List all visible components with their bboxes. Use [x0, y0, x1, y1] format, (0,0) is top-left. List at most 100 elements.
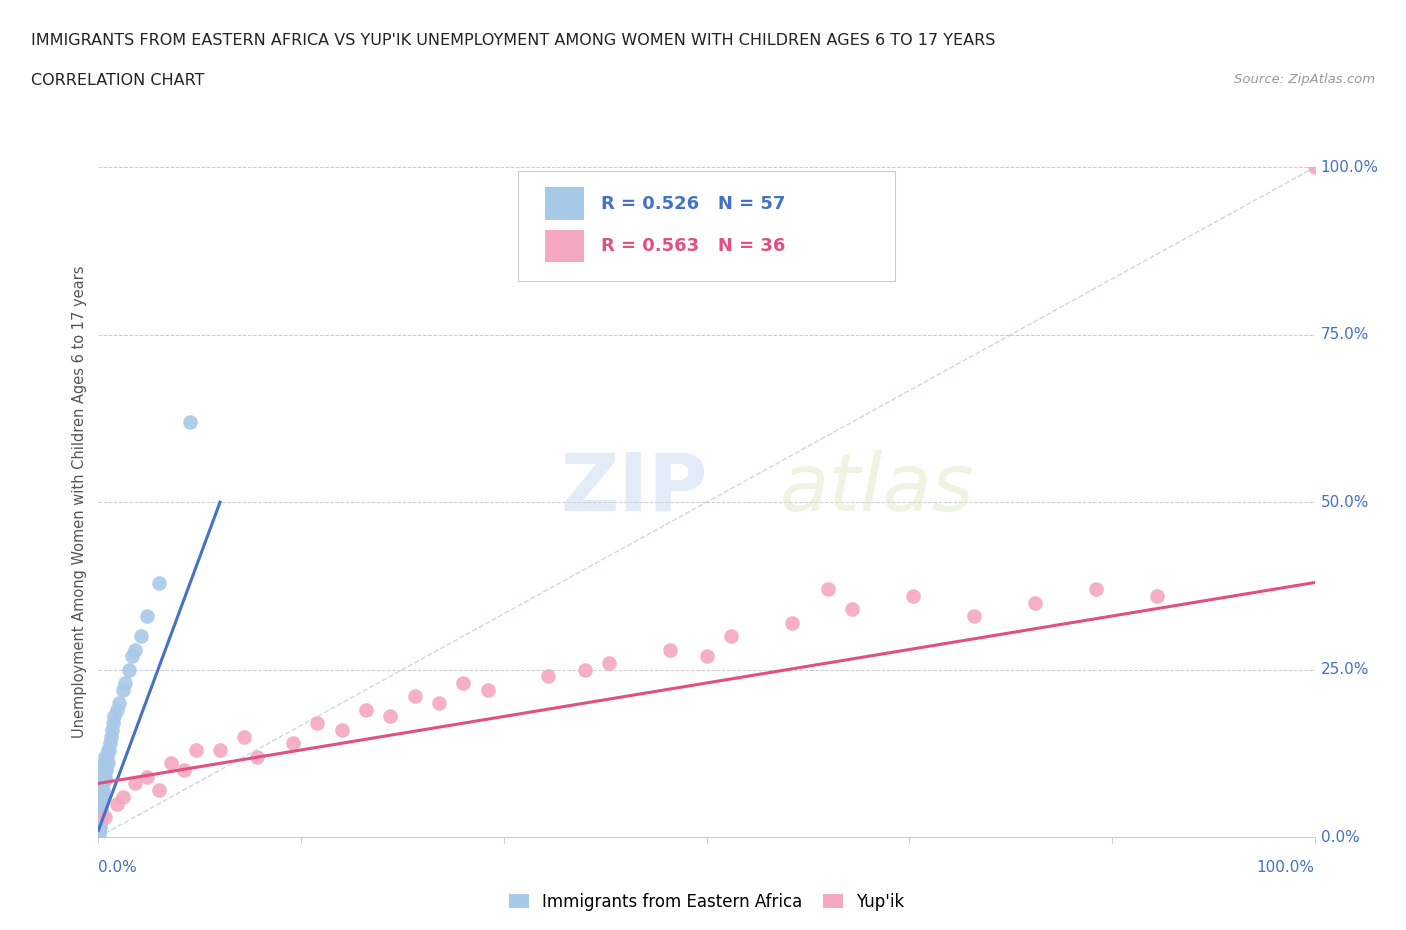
Point: [121, 649, 143, 664]
Point: [98, 736, 121, 751]
Point: [87, 826, 110, 841]
Point: [184, 742, 207, 757]
Point: [111, 683, 134, 698]
Point: [94, 773, 117, 788]
Point: [97, 742, 120, 757]
Point: [380, 709, 402, 724]
Point: [97, 742, 120, 757]
Point: [96, 763, 118, 777]
Text: CORRELATION CHART: CORRELATION CHART: [31, 73, 204, 87]
Point: [103, 709, 125, 724]
FancyBboxPatch shape: [517, 171, 896, 281]
Y-axis label: Unemployment Among Women with Children Ages 6 to 17 years: Unemployment Among Women with Children A…: [72, 266, 87, 738]
Point: [90, 790, 112, 804]
Point: [90, 800, 112, 815]
Point: [354, 702, 377, 717]
Point: [91, 776, 114, 790]
Point: [307, 716, 329, 731]
Point: [160, 756, 183, 771]
Point: [136, 608, 159, 623]
Point: [245, 750, 267, 764]
Point: [173, 763, 195, 777]
Point: [124, 642, 146, 657]
Point: [89, 803, 111, 817]
Point: [91, 783, 114, 798]
Text: 0.0%: 0.0%: [98, 860, 138, 875]
Point: [101, 723, 124, 737]
Point: [93, 763, 115, 777]
Point: [89, 817, 111, 831]
Text: IMMIGRANTS FROM EASTERN AFRICA VS YUP'IK UNEMPLOYMENT AMONG WOMEN WITH CHILDREN : IMMIGRANTS FROM EASTERN AFRICA VS YUP'IK…: [31, 33, 995, 47]
Point: [330, 723, 353, 737]
Point: [90, 783, 112, 798]
Point: [108, 696, 131, 711]
Point: [720, 629, 742, 644]
Point: [90, 796, 112, 811]
Point: [148, 783, 170, 798]
Point: [659, 642, 682, 657]
Point: [91, 776, 114, 790]
Point: [90, 796, 112, 811]
Text: R = 0.563   N = 36: R = 0.563 N = 36: [600, 237, 785, 256]
Point: [100, 729, 122, 744]
Point: [91, 790, 114, 804]
Point: [477, 683, 499, 698]
Point: [427, 696, 450, 711]
Text: 0.0%: 0.0%: [1320, 830, 1360, 844]
Point: [96, 756, 118, 771]
Legend: Immigrants from Eastern Africa, Yup'ik: Immigrants from Eastern Africa, Yup'ik: [501, 884, 912, 919]
Text: atlas: atlas: [779, 450, 974, 528]
Point: [101, 716, 124, 731]
Point: [179, 415, 201, 430]
Point: [903, 589, 925, 604]
Point: [1084, 582, 1107, 597]
Point: [89, 817, 111, 831]
Point: [89, 813, 111, 828]
Point: [281, 736, 304, 751]
Text: Source: ZipAtlas.com: Source: ZipAtlas.com: [1234, 73, 1375, 86]
Point: [136, 769, 159, 784]
Point: [1303, 160, 1326, 175]
Point: [148, 575, 170, 590]
Point: [963, 608, 986, 623]
Point: [1024, 595, 1046, 610]
Point: [841, 602, 863, 617]
Point: [537, 669, 560, 684]
Text: 100.0%: 100.0%: [1257, 860, 1315, 875]
Point: [89, 819, 111, 834]
Point: [90, 803, 112, 817]
Point: [453, 675, 475, 690]
FancyBboxPatch shape: [544, 188, 583, 219]
Point: [93, 750, 115, 764]
Point: [93, 763, 115, 777]
Point: [209, 742, 232, 757]
Point: [233, 729, 256, 744]
Point: [780, 616, 803, 631]
Point: [124, 776, 146, 790]
Text: 100.0%: 100.0%: [1320, 160, 1379, 175]
Point: [817, 582, 839, 597]
FancyBboxPatch shape: [544, 231, 583, 262]
Point: [114, 675, 136, 690]
Text: R = 0.526   N = 57: R = 0.526 N = 57: [600, 194, 785, 213]
Point: [96, 750, 118, 764]
Point: [90, 796, 112, 811]
Point: [89, 809, 111, 824]
Point: [87, 823, 110, 838]
Point: [91, 769, 114, 784]
Point: [89, 819, 111, 834]
Point: [91, 792, 114, 807]
Point: [93, 769, 115, 784]
Point: [93, 756, 115, 771]
Point: [696, 649, 718, 664]
Text: 25.0%: 25.0%: [1320, 662, 1369, 677]
Point: [94, 756, 117, 771]
Point: [111, 790, 134, 804]
Point: [89, 809, 111, 824]
Point: [598, 656, 620, 671]
Point: [404, 689, 426, 704]
Point: [94, 769, 117, 784]
Text: ZIP: ZIP: [561, 450, 707, 528]
Point: [89, 823, 111, 838]
Point: [93, 809, 115, 824]
